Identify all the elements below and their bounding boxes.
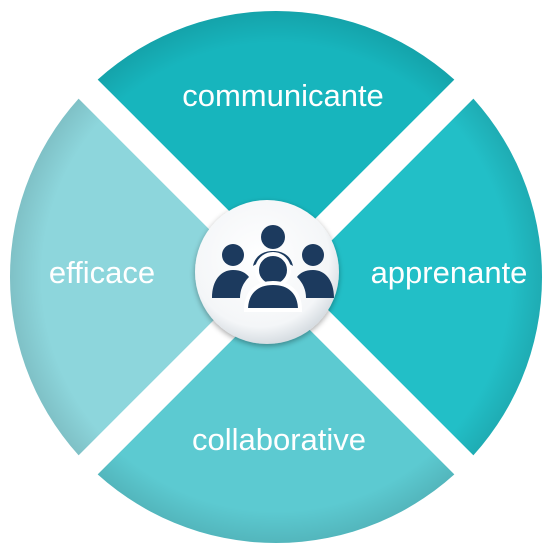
label-collaborative: collaborative — [192, 422, 366, 457]
label-efficace: efficace — [49, 255, 155, 290]
team-people-icon — [212, 225, 334, 312]
label-apprenante: apprenante — [371, 255, 528, 290]
label-communicante: communicante — [182, 78, 384, 113]
